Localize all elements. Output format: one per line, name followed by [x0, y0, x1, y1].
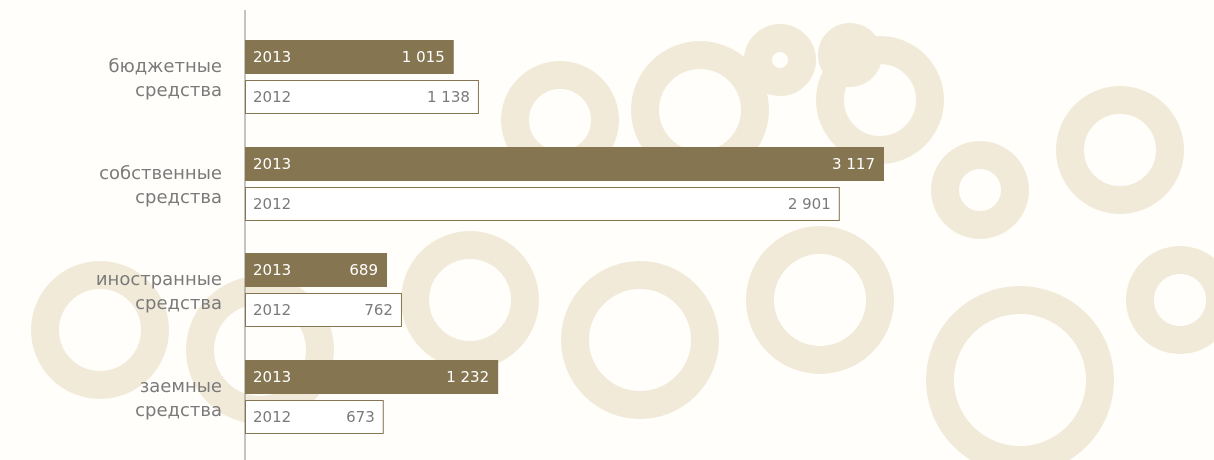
series-label: 2012: [253, 195, 291, 213]
bar: [245, 187, 840, 221]
bar: [245, 253, 388, 287]
series-label: 2013: [253, 261, 291, 279]
series-label: 2012: [253, 408, 291, 426]
value-label: 1 138: [427, 88, 470, 106]
value-label: 2 901: [788, 195, 831, 213]
value-label: 1 015: [402, 48, 445, 66]
bar: [245, 80, 479, 114]
value-label: 3 117: [832, 155, 875, 173]
category-label: бюджетные средства: [108, 56, 222, 101]
value-label: 762: [364, 301, 393, 319]
category-label: заемные средства: [135, 376, 222, 421]
value-label: 1 232: [446, 368, 489, 386]
bar: [245, 400, 384, 434]
value-label: 689: [349, 261, 378, 279]
category-label: собственные средства: [99, 163, 222, 208]
category-label: иностранные средства: [95, 269, 222, 314]
series-label: 2012: [253, 88, 291, 106]
background-ornament: [31, 23, 1214, 460]
series-label: 2012: [253, 301, 291, 319]
bar: [245, 360, 499, 394]
series-label: 2013: [253, 368, 291, 386]
bar: [245, 293, 402, 327]
series-label: 2013: [253, 48, 291, 66]
bar: [245, 147, 884, 181]
bar: [245, 40, 454, 74]
value-label: 673: [346, 408, 375, 426]
series-label: 2013: [253, 155, 291, 173]
